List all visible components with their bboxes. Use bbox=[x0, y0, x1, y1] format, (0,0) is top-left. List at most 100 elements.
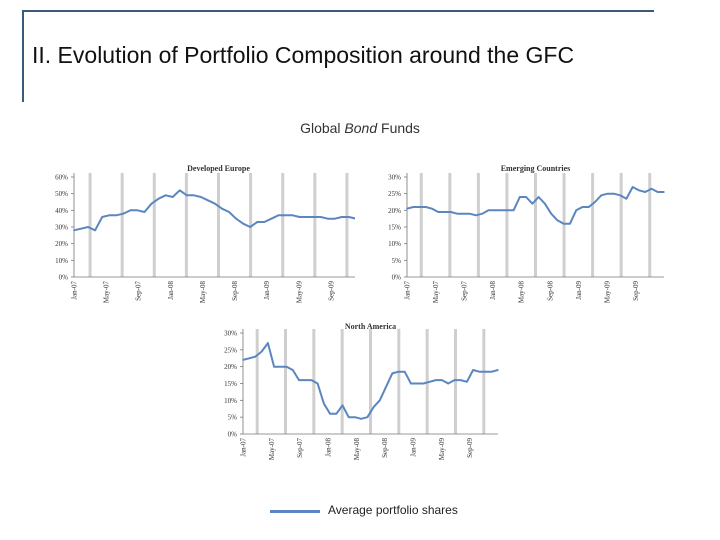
data-point bbox=[437, 211, 440, 213]
y-tick-label: 40% bbox=[55, 207, 68, 215]
y-tick-label: 0% bbox=[392, 274, 402, 282]
data-point bbox=[73, 229, 75, 232]
data-point bbox=[531, 202, 534, 205]
data-point bbox=[556, 219, 559, 222]
subtitle-emphasis: Bond bbox=[344, 120, 378, 136]
data-point bbox=[279, 365, 282, 368]
data-point bbox=[412, 206, 415, 208]
subtitle-prefix: Global bbox=[300, 120, 345, 136]
x-tick-label: Sep-08 bbox=[231, 281, 239, 301]
x-tick-label: May-09 bbox=[295, 281, 303, 304]
data-point bbox=[569, 222, 571, 225]
data-point bbox=[418, 206, 421, 208]
x-tick-label: May-08 bbox=[199, 281, 207, 304]
data-point bbox=[428, 381, 431, 383]
data-point bbox=[101, 216, 103, 218]
x-tick-label: Sep-09 bbox=[327, 281, 335, 301]
data-point bbox=[263, 221, 266, 223]
data-point bbox=[587, 206, 590, 208]
data-point bbox=[497, 369, 499, 371]
y-tick-label: 0% bbox=[228, 431, 238, 439]
y-tick-label: 5% bbox=[392, 257, 402, 265]
data-point bbox=[228, 211, 230, 213]
y-tick-label: 30% bbox=[55, 224, 68, 232]
x-tick-label: Jan-09 bbox=[263, 281, 271, 300]
data-point bbox=[472, 369, 474, 371]
x-tick-label: Sep-07 bbox=[461, 281, 469, 301]
data-point bbox=[462, 212, 465, 215]
data-point bbox=[372, 406, 375, 408]
x-tick-label: May-08 bbox=[353, 438, 361, 461]
y-tick-label: 20% bbox=[55, 240, 68, 248]
x-tick-label: Sep-08 bbox=[546, 281, 554, 301]
y-tick-label: 60% bbox=[55, 174, 68, 182]
y-tick-label: 15% bbox=[224, 380, 237, 388]
data-point bbox=[335, 413, 338, 415]
data-point bbox=[366, 416, 369, 418]
data-point bbox=[284, 214, 287, 217]
data-point bbox=[379, 399, 381, 402]
data-point bbox=[425, 206, 427, 208]
data-point bbox=[600, 194, 603, 197]
data-point bbox=[625, 197, 628, 200]
data-point bbox=[638, 189, 640, 192]
x-tick-label: Sep-08 bbox=[381, 438, 389, 458]
data-point bbox=[431, 207, 433, 210]
chart-title: North America bbox=[345, 322, 396, 331]
data-point bbox=[613, 192, 615, 195]
data-point bbox=[298, 379, 300, 381]
data-point bbox=[456, 212, 458, 215]
data-point bbox=[410, 382, 412, 385]
data-point bbox=[348, 216, 350, 218]
data-point bbox=[656, 191, 659, 193]
data-point bbox=[403, 370, 406, 373]
data-point bbox=[277, 214, 280, 217]
data-point bbox=[312, 216, 315, 218]
data-point bbox=[291, 369, 294, 371]
data-point bbox=[87, 226, 89, 228]
subtitle-suffix: Funds bbox=[377, 120, 420, 136]
data-point bbox=[291, 214, 294, 217]
data-point bbox=[475, 214, 477, 217]
data-point bbox=[391, 372, 394, 375]
data-point bbox=[341, 216, 343, 218]
data-point bbox=[185, 194, 188, 197]
data-point bbox=[122, 212, 125, 215]
series-line-average-portfolio-shares bbox=[73, 189, 355, 232]
data-point bbox=[319, 216, 322, 218]
data-point bbox=[468, 212, 471, 215]
data-point bbox=[447, 382, 450, 385]
x-tick-label: Jan-09 bbox=[410, 438, 418, 457]
data-point bbox=[397, 370, 400, 373]
y-tick-label: 20% bbox=[388, 207, 401, 215]
data-point bbox=[256, 221, 259, 223]
x-tick-label: May-09 bbox=[438, 438, 446, 461]
data-point bbox=[466, 381, 468, 383]
y-tick-label: 25% bbox=[224, 346, 237, 354]
legend-line-swatch bbox=[270, 510, 320, 513]
data-point bbox=[512, 209, 515, 212]
series-line-average-portfolio-shares bbox=[406, 186, 664, 225]
data-point bbox=[525, 196, 527, 198]
data-point bbox=[129, 209, 132, 212]
data-point bbox=[270, 217, 273, 220]
x-tick-label: May-07 bbox=[432, 281, 440, 304]
data-point bbox=[506, 209, 509, 212]
data-point bbox=[481, 212, 484, 215]
data-point bbox=[575, 209, 578, 212]
data-point bbox=[235, 217, 237, 220]
data-point bbox=[487, 209, 490, 212]
x-tick-label: Jan-07 bbox=[404, 281, 412, 300]
data-point bbox=[304, 379, 306, 381]
data-point bbox=[273, 365, 275, 368]
data-point bbox=[490, 370, 493, 373]
data-point bbox=[108, 214, 111, 217]
data-point bbox=[354, 416, 356, 418]
data-point bbox=[360, 418, 362, 420]
data-point bbox=[193, 194, 195, 197]
x-tick-label: May-08 bbox=[518, 281, 526, 304]
chart-developed-europe: Developed Europe 0% 10% 20% 30% 40% 50% 60% Jan-… bbox=[55, 164, 355, 304]
data-point bbox=[115, 214, 118, 217]
data-point bbox=[493, 209, 496, 212]
data-point bbox=[207, 199, 209, 202]
